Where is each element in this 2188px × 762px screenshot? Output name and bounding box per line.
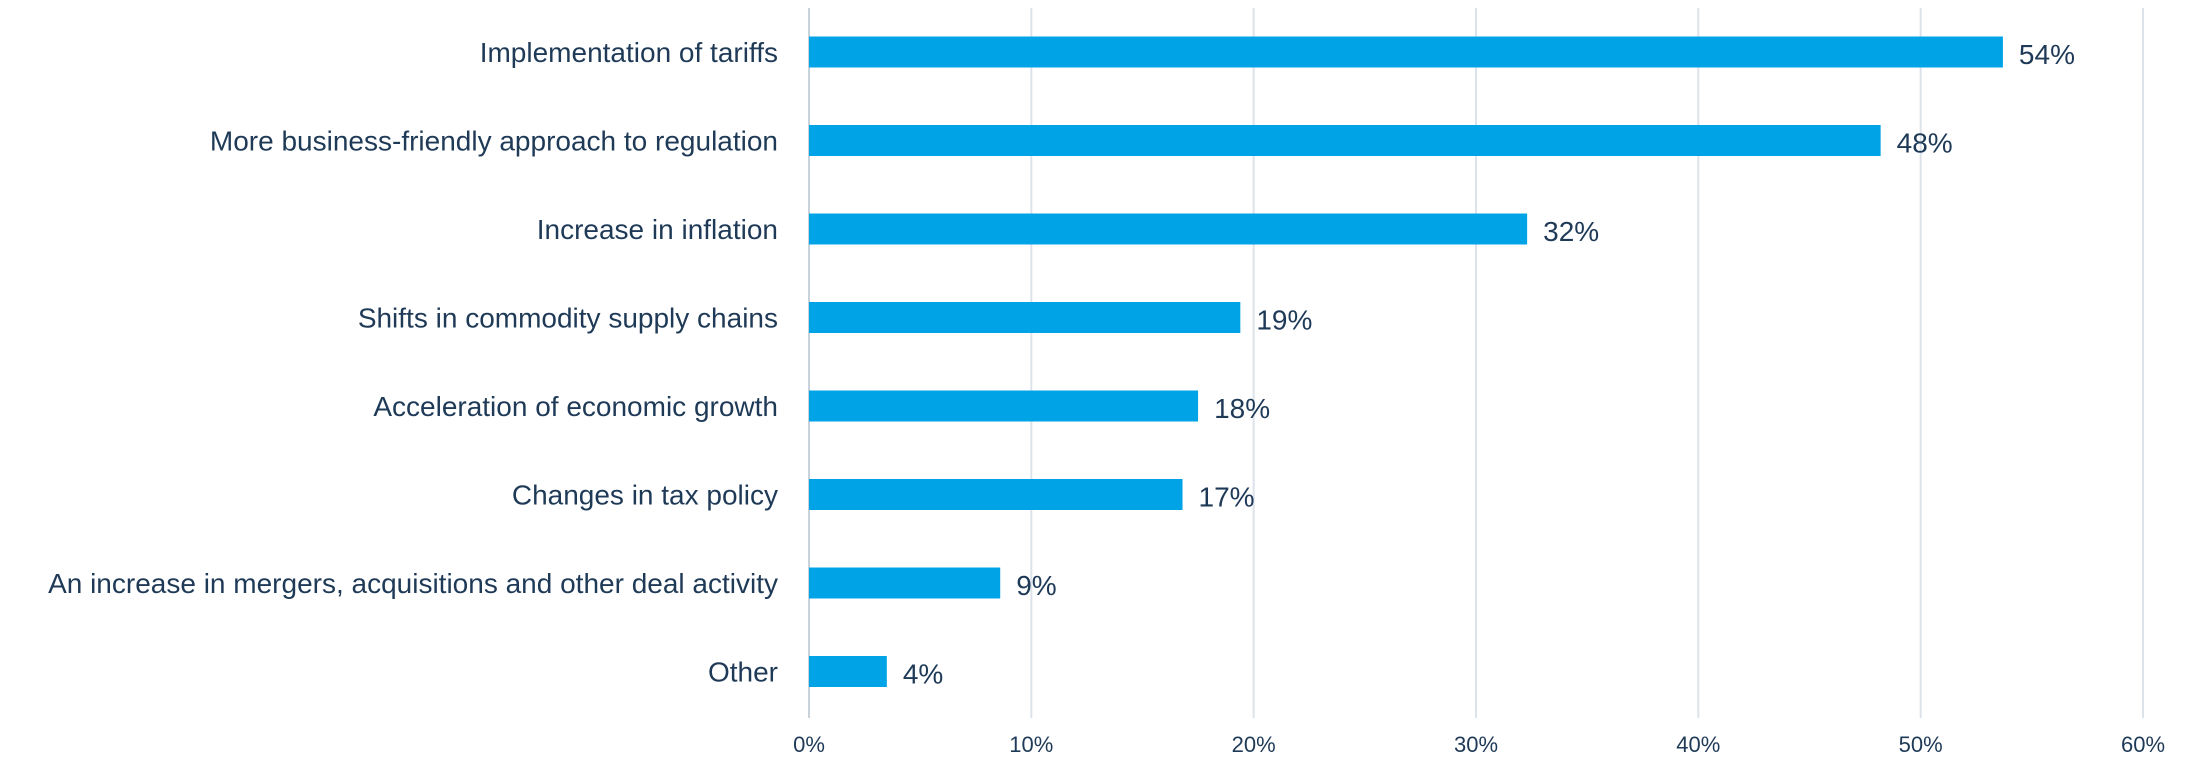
category-label: Other — [708, 657, 778, 688]
bar — [809, 213, 1528, 245]
bars — [809, 36, 2003, 687]
category-label: Shifts in commodity supply chains — [358, 303, 778, 334]
bar — [809, 125, 1881, 156]
category-label: An increase in mergers, acquisitions and… — [48, 568, 778, 599]
x-tick-label: 30% — [1454, 732, 1498, 757]
category-labels: Implementation of tariffs More business-f… — [48, 37, 778, 688]
category-label: Changes in tax policy — [512, 480, 778, 511]
bar — [809, 656, 887, 687]
x-tick-label: 0% — [793, 732, 825, 757]
category-label: More business-friendly approach to regul… — [210, 126, 778, 157]
gridlines — [808, 8, 2144, 718]
bar — [809, 302, 1241, 333]
category-label: Acceleration of economic growth — [373, 391, 778, 422]
x-axis-ticks: 0% 10% 20% 30% 40% 50% 60% — [793, 732, 2165, 757]
x-tick-label: 10% — [1009, 732, 1053, 757]
value-label: 9% — [1016, 570, 1056, 601]
category-label: Implementation of tariffs — [480, 37, 778, 68]
value-label: 32% — [1543, 216, 1599, 247]
value-label: 17% — [1199, 482, 1255, 513]
x-tick-label: 40% — [1676, 732, 1720, 757]
bar — [809, 479, 1183, 510]
x-tick-label: 60% — [2121, 732, 2165, 757]
value-label: 54% — [2019, 39, 2075, 70]
bar — [809, 390, 1199, 422]
value-label: 19% — [1256, 305, 1312, 336]
x-tick-label: 50% — [1899, 732, 1943, 757]
value-labels: 54% 48% 32% 19% 18% 17% 9% 4% — [903, 39, 2075, 690]
value-label: 18% — [1214, 393, 1270, 424]
value-label: 4% — [903, 659, 943, 690]
value-label: 48% — [1897, 128, 1953, 159]
bar — [809, 567, 1001, 599]
bar — [809, 36, 2003, 68]
x-tick-label: 20% — [1232, 732, 1276, 757]
category-label: Increase in inflation — [537, 214, 778, 245]
